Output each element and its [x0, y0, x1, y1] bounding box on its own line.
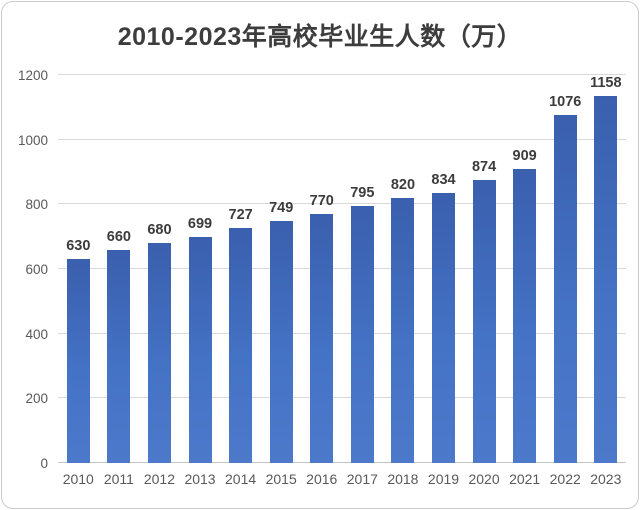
bar-value-label: 909: [512, 148, 537, 165]
bar: [391, 197, 415, 463]
x-axis-label: 2012: [143, 471, 176, 487]
x-axis-label: 2016: [306, 471, 338, 487]
x-axis-label: 2010: [62, 471, 94, 487]
bar-value-label: 749: [269, 199, 294, 216]
x-axis-label: 2022: [549, 471, 581, 487]
bar: [431, 193, 455, 463]
bar-column-2020: 874: [464, 75, 505, 463]
bar-value-label: 727: [228, 206, 253, 223]
bar-value-label: 1158: [590, 75, 622, 91]
bar-value-label: 1076: [549, 94, 582, 111]
bar-column-2017: 795: [342, 75, 383, 463]
bar: [269, 220, 293, 463]
y-axis-label: 200: [25, 391, 48, 407]
y-axis-label: 400: [25, 326, 48, 342]
gridline-y-200: [58, 397, 626, 399]
bar-value-label: 795: [350, 184, 375, 201]
bar-column-2022: 1076: [545, 75, 586, 463]
bar: [310, 214, 334, 463]
bar-column-2023: 1158: [586, 75, 627, 463]
bar: [553, 115, 577, 463]
x-axis-label: 2019: [427, 471, 460, 487]
bar-column-2018: 820: [383, 75, 424, 463]
y-axis-label: 600: [25, 262, 48, 277]
gridline-y-1000: [58, 138, 626, 140]
x-axis-label: 2011: [103, 471, 134, 487]
bar: [513, 169, 537, 463]
bar-column-2010: 630: [58, 75, 99, 463]
bar-column-2015: 749: [261, 75, 302, 463]
bar-column-2013: 699: [180, 75, 221, 463]
x-axis-label: 2013: [184, 471, 216, 487]
gridline-y-800: [58, 203, 626, 205]
bar-value-label: 770: [309, 193, 334, 210]
x-axis-label: 2020: [468, 471, 500, 487]
bar: [350, 205, 374, 463]
bar-value-label: 630: [66, 238, 91, 255]
plot-area: 0 200 400 600 800 1000 1200 630 660 680 699 727 749…: [18, 68, 626, 471]
bar: [594, 96, 618, 463]
gridline-y-600: [58, 268, 626, 269]
x-axis-label: 2021: [509, 471, 541, 487]
x-axis-label: 2015: [265, 471, 297, 487]
bar-value-label: 660: [106, 228, 131, 245]
bar: [107, 249, 131, 463]
y-axis-label: 1200: [17, 68, 48, 83]
chart-title: 2010-2023年高校毕业生人数（万）: [117, 23, 523, 51]
gridline-y-1200: [58, 74, 626, 75]
y-axis-label: 800: [25, 197, 48, 213]
bar-value-label: 820: [390, 176, 416, 193]
bar-column-2019: 834: [423, 75, 464, 463]
x-axis-label: 2023: [590, 471, 622, 487]
bar-column-2014: 727: [220, 75, 261, 463]
bar-value-label: 680: [147, 222, 172, 239]
y-axis-label: 0: [40, 456, 48, 471]
x-axis-label: 2014: [225, 471, 257, 487]
bars-layer: 630 660 680 699 727 749 770 795 820 834 874 909 1076…: [58, 75, 626, 463]
bar-column-2021: 909: [504, 75, 545, 463]
bar: [229, 227, 253, 463]
bar-value-label: 699: [187, 216, 213, 232]
bar: [147, 243, 171, 463]
bar: [66, 259, 90, 463]
bar-column-2016: 770: [301, 75, 342, 463]
bar: [188, 237, 212, 463]
bar-value-label: 834: [431, 172, 456, 189]
x-axis-label: 2018: [387, 471, 419, 487]
y-axis-label: 1000: [17, 132, 48, 148]
gridline-y-0: [58, 462, 626, 463]
bar-column-2011: 660: [99, 75, 140, 463]
x-axis-label: 2017: [346, 471, 378, 487]
gridline-y-400: [58, 332, 626, 334]
bar-value-label: 874: [471, 159, 497, 176]
x-axis-labels: 2010 2011 2012 2013 2014 2015 2016 2017 2018 2019…: [58, 471, 626, 487]
bar-column-2012: 680: [139, 75, 180, 463]
bar: [472, 180, 496, 463]
